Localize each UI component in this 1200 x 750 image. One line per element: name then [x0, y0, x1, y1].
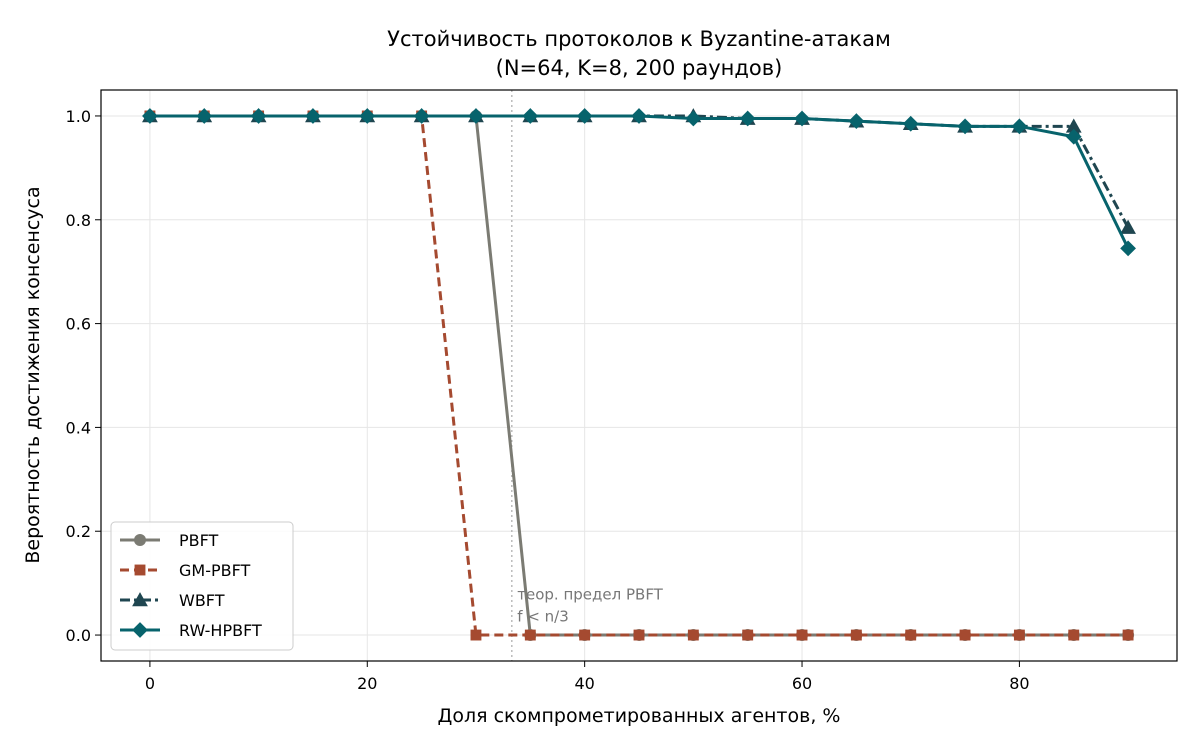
data-point-rw-hpbft: [305, 108, 321, 124]
data-point-gm-pbft: [905, 629, 917, 641]
data-point-rw-hpbft: [685, 110, 702, 127]
data-point-rw-hpbft: [1120, 240, 1136, 257]
legend-label-rw-hpbft: RW-HPBFT: [179, 621, 262, 640]
y-tick-label: 0.2: [66, 522, 91, 541]
plot-area-frame: [100, 89, 1178, 662]
data-point-gm-pbft: [579, 629, 591, 641]
data-point-gm-pbft: [850, 629, 862, 641]
legend-item-rw-hpbft: RW-HPBFT: [120, 621, 262, 640]
legend-label-pbft: PBFT: [179, 531, 219, 550]
data-point-rw-hpbft: [468, 108, 484, 124]
data-point-rw-hpbft: [848, 113, 865, 130]
legend-item-pbft: PBFT: [120, 531, 219, 550]
data-point-gm-pbft: [1013, 629, 1025, 641]
legend-marker-wbft: [132, 592, 148, 607]
chart-subtitle: (N=64, K=8, 200 раундов): [496, 56, 783, 80]
chart-title: Устойчивость протоколов к Byzantine-атак…: [387, 27, 891, 51]
data-point-gm-pbft: [796, 629, 808, 641]
x-tick-label: 80: [1009, 674, 1029, 693]
data-point-wbft: [1065, 118, 1082, 133]
data-point-rw-hpbft: [142, 108, 158, 124]
data-point-rw-hpbft: [576, 108, 593, 124]
legend-box: [110, 521, 294, 651]
data-point-rw-hpbft: [1011, 118, 1028, 135]
annotation-line-2: f < n/3: [517, 608, 569, 626]
data-point-rw-hpbft: [794, 110, 810, 127]
y-axis-label: Вероятность достижения консенсуса: [22, 186, 44, 563]
data-point-gm-pbft: [524, 629, 536, 641]
legend-marker-pbft: [134, 534, 146, 546]
legend-marker-rw-hpbft: [132, 622, 148, 638]
data-point-gm-pbft: [742, 629, 754, 641]
data-point-rw-hpbft: [250, 108, 267, 124]
x-axis-label: Доля скомпрометированных агентов, %: [438, 705, 841, 727]
legend-marker-gm-pbft: [134, 564, 146, 576]
x-tick-label: 20: [357, 674, 377, 693]
y-tick-label: 0.6: [66, 315, 91, 334]
legend: PBFT GM-PBFT WBFT RW-HPBFT: [110, 521, 294, 651]
legend-label-wbft: WBFT: [179, 591, 225, 610]
legend-item-wbft: WBFT: [120, 591, 225, 610]
y-tick-label: 1.0: [66, 107, 91, 126]
data-point-gm-pbft: [1068, 629, 1080, 641]
data-point-rw-hpbft: [522, 108, 539, 124]
series-rw-hpbft: [142, 108, 1136, 257]
y-tick-label: 0.4: [66, 418, 91, 437]
data-point-rw-hpbft: [739, 110, 756, 127]
annotation-line-1: теор. предел PBFT: [517, 586, 663, 604]
data-point-gm-pbft: [959, 629, 971, 641]
y-tick-label: 0.0: [66, 626, 91, 645]
data-point-gm-pbft: [687, 629, 699, 641]
x-tick-label: 0: [145, 674, 155, 693]
data-point-rw-hpbft: [196, 108, 213, 124]
data-point-gm-pbft: [470, 629, 482, 641]
data-point-rw-hpbft: [902, 115, 919, 132]
x-tick-label: 40: [574, 674, 594, 693]
data-point-rw-hpbft: [957, 118, 973, 135]
data-point-rw-hpbft: [359, 108, 376, 124]
x-axis-ticks: 0 20 40 60 80: [145, 661, 1030, 693]
series-layer: [142, 108, 1136, 642]
data-point-gm-pbft: [633, 629, 645, 641]
data-point-wbft: [1120, 219, 1136, 234]
data-point-rw-hpbft: [631, 108, 647, 124]
data-point-gm-pbft: [1122, 629, 1134, 641]
legend-label-gm-pbft: GM-PBFT: [179, 561, 251, 580]
y-axis-ticks: 0.0 0.2 0.4 0.6 0.8 1.0: [66, 107, 101, 645]
x-tick-label: 60: [792, 674, 812, 693]
y-tick-label: 0.8: [66, 211, 91, 230]
data-point-rw-hpbft: [1065, 128, 1082, 145]
legend-item-gm-pbft: GM-PBFT: [120, 561, 251, 580]
data-point-rw-hpbft: [413, 108, 430, 124]
